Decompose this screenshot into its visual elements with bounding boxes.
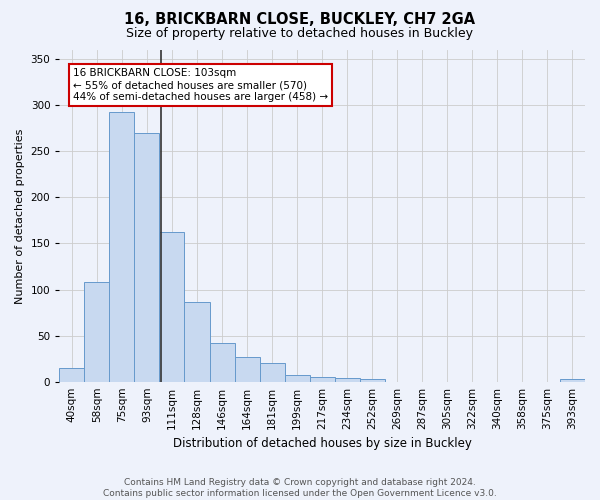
X-axis label: Distribution of detached houses by size in Buckley: Distribution of detached houses by size … bbox=[173, 437, 472, 450]
Bar bbox=[85, 282, 109, 382]
Bar bbox=[335, 378, 360, 382]
Bar bbox=[160, 232, 184, 382]
Text: 16 BRICKBARN CLOSE: 103sqm
← 55% of detached houses are smaller (570)
44% of sem: 16 BRICKBARN CLOSE: 103sqm ← 55% of deta… bbox=[73, 68, 328, 102]
Bar bbox=[235, 357, 260, 382]
Text: Size of property relative to detached houses in Buckley: Size of property relative to detached ho… bbox=[127, 28, 473, 40]
Bar bbox=[360, 379, 385, 382]
Bar bbox=[284, 375, 310, 382]
Bar bbox=[209, 343, 235, 382]
Bar bbox=[310, 377, 335, 382]
Bar bbox=[260, 364, 284, 382]
Bar bbox=[59, 368, 85, 382]
Text: Contains HM Land Registry data © Crown copyright and database right 2024.
Contai: Contains HM Land Registry data © Crown c… bbox=[103, 478, 497, 498]
Bar bbox=[109, 112, 134, 382]
Bar bbox=[560, 379, 585, 382]
Bar bbox=[184, 302, 209, 382]
Bar bbox=[134, 133, 160, 382]
Y-axis label: Number of detached properties: Number of detached properties bbox=[15, 128, 25, 304]
Text: 16, BRICKBARN CLOSE, BUCKLEY, CH7 2GA: 16, BRICKBARN CLOSE, BUCKLEY, CH7 2GA bbox=[124, 12, 476, 28]
